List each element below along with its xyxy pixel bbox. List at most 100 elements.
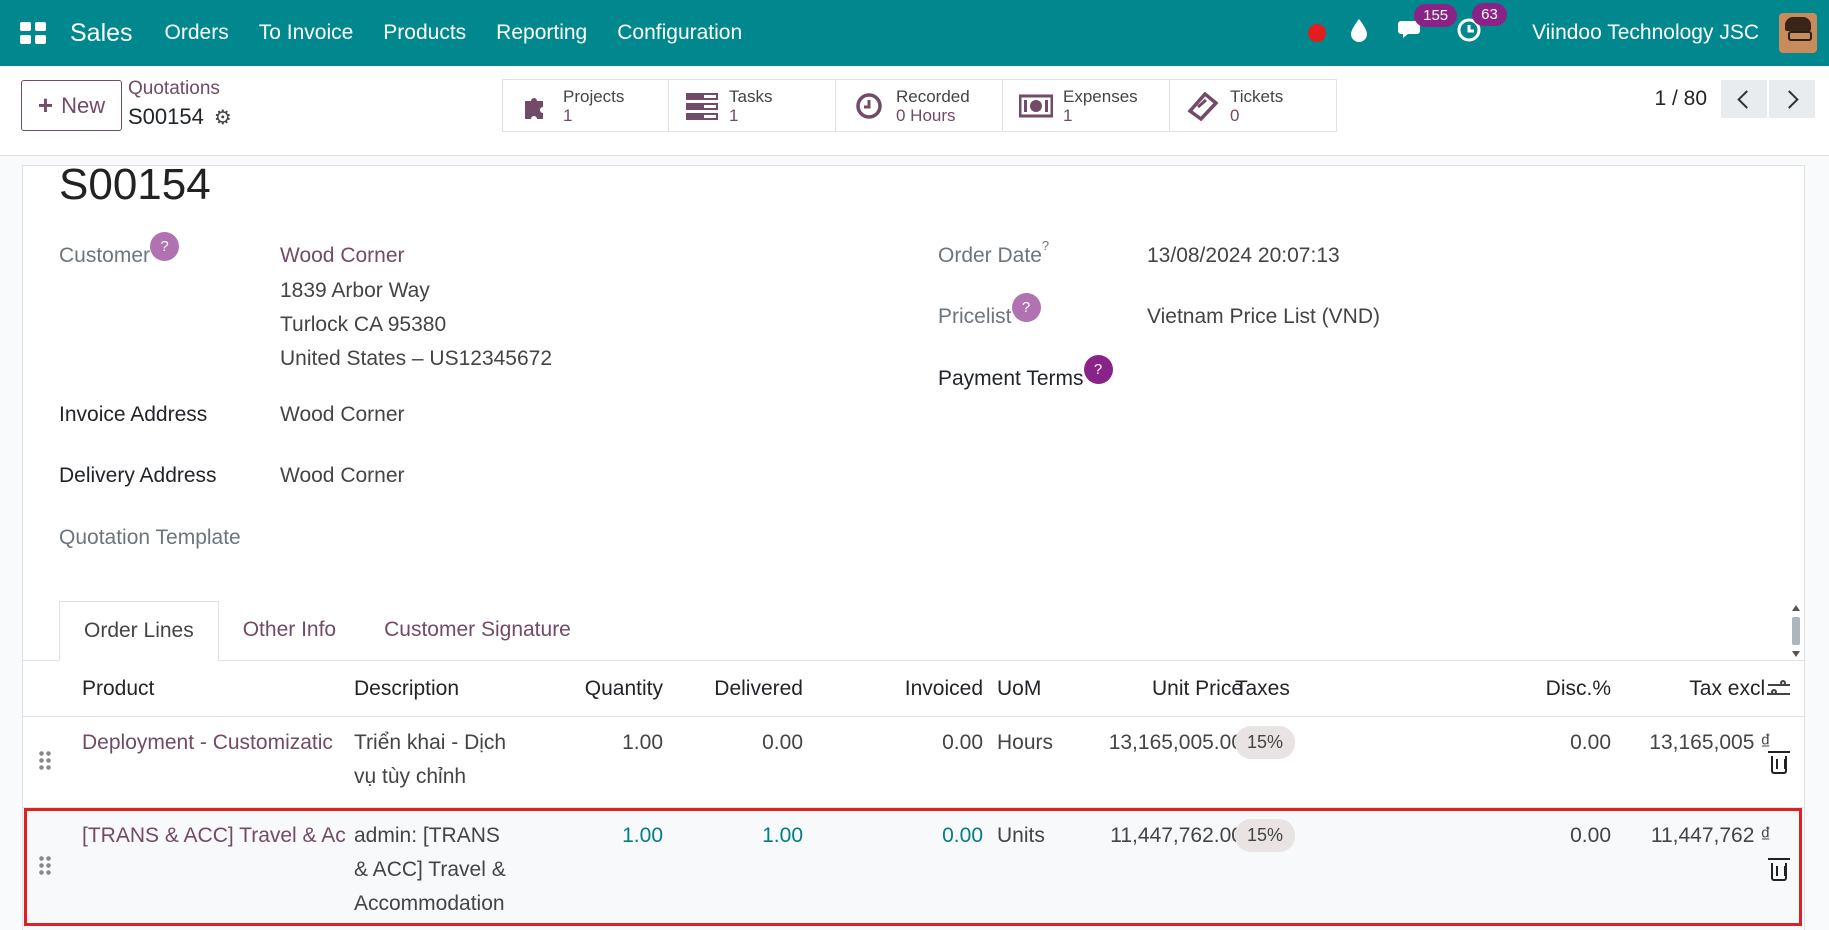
row-delivered[interactable]: 0.00 bbox=[762, 731, 803, 754]
row-discount[interactable]: 0.00 bbox=[1570, 824, 1611, 847]
menu-products[interactable]: Products bbox=[383, 21, 467, 44]
column-quantity[interactable]: Quantity bbox=[584, 677, 663, 700]
pricelist-label-text: Pricelist bbox=[938, 305, 1012, 328]
smart-button-recorded[interactable]: Recorded 0 Hours bbox=[836, 79, 1003, 132]
chevron-right-icon bbox=[1780, 89, 1799, 109]
record-dot-icon[interactable] bbox=[1308, 24, 1327, 42]
ticket-icon bbox=[1186, 91, 1220, 121]
smart-button-expenses[interactable]: Expenses 1 bbox=[1003, 79, 1170, 132]
apps-menu-icon[interactable] bbox=[20, 22, 46, 44]
pager-value[interactable]: 1 / 80 bbox=[1654, 87, 1707, 110]
help-icon[interactable]: ? bbox=[1011, 293, 1041, 322]
row-unit-price[interactable]: 13,165,005.00 bbox=[1108, 731, 1243, 754]
help-icon[interactable]: ? bbox=[150, 232, 180, 261]
column-uom[interactable]: UoM bbox=[997, 677, 1042, 700]
pager-previous-button[interactable] bbox=[1721, 80, 1767, 118]
column-tax-excl[interactable]: Tax excl. bbox=[1689, 677, 1771, 700]
breadcrumb: Quotations S00154 ⚙ bbox=[128, 78, 232, 130]
column-taxes[interactable]: Taxes bbox=[1235, 677, 1290, 700]
pricelist-label: Pricelist? bbox=[938, 293, 1041, 334]
smart-recorded-value: 0 Hours bbox=[896, 105, 956, 125]
chevron-left-icon bbox=[1737, 89, 1756, 109]
drag-handle-icon[interactable] bbox=[38, 855, 52, 877]
customer-field[interactable]: Wood Corner bbox=[280, 244, 405, 267]
row-uom[interactable]: Units bbox=[997, 824, 1045, 847]
messages-icon[interactable]: 155 bbox=[1398, 4, 1458, 48]
delivery-address-field[interactable]: Wood Corner bbox=[280, 464, 405, 487]
menu-configuration[interactable]: Configuration bbox=[617, 21, 743, 44]
row-uom[interactable]: Hours bbox=[997, 731, 1054, 754]
scrollbar[interactable] bbox=[1790, 603, 1802, 659]
column-description[interactable]: Description bbox=[354, 677, 460, 700]
column-invoiced[interactable]: Invoiced bbox=[904, 677, 983, 700]
row-description-line-3[interactable]: Accommodation bbox=[354, 892, 505, 915]
row-quantity[interactable]: 1.00 bbox=[622, 824, 663, 847]
navbar-systray: 155 63 Viindoo Technology JSC bbox=[1308, 0, 1829, 66]
user-avatar[interactable] bbox=[1779, 13, 1817, 53]
menu-to-invoice[interactable]: To Invoice bbox=[258, 21, 354, 44]
order-date-field[interactable]: 13/08/2024 20:07:13 bbox=[1147, 244, 1340, 267]
tab-other-info[interactable]: Other Info bbox=[242, 618, 337, 641]
smart-tickets-label: Tickets bbox=[1230, 86, 1284, 106]
tabs-divider bbox=[23, 660, 1804, 661]
order-date-help[interactable]: ? bbox=[1041, 238, 1050, 253]
clock-icon bbox=[852, 91, 886, 121]
delivery-address-label: Delivery Address bbox=[59, 464, 217, 487]
row-discount[interactable]: 0.00 bbox=[1570, 731, 1611, 754]
smart-projects-label: Projects bbox=[563, 86, 625, 106]
scroll-up-arrow-icon[interactable] bbox=[1792, 605, 1800, 611]
drag-handle-icon[interactable] bbox=[38, 750, 52, 772]
pager-next-button[interactable] bbox=[1769, 80, 1815, 118]
water-drop-icon[interactable] bbox=[1350, 18, 1368, 48]
row-description-line-2[interactable]: & ACC] Travel & bbox=[354, 858, 506, 881]
row-delivered[interactable]: 1.00 bbox=[762, 824, 803, 847]
row-description-line-2[interactable]: vụ tùy chỉnh bbox=[354, 765, 467, 788]
menu-orders[interactable]: Orders bbox=[164, 21, 229, 44]
row-quantity[interactable]: 1.00 bbox=[622, 731, 663, 754]
smart-button-tickets[interactable]: Tickets 0 bbox=[1170, 79, 1337, 132]
trash-icon[interactable] bbox=[1768, 858, 1790, 881]
activities-clock-icon[interactable]: 63 bbox=[1456, 3, 1507, 49]
company-switcher[interactable]: Viindoo Technology JSC bbox=[1532, 21, 1759, 44]
customer-label-text: Customer bbox=[59, 244, 151, 267]
scrollbar-thumb[interactable] bbox=[1792, 617, 1800, 645]
smart-buttons: Projects 1 Tasks 1 Recorded 0 Hours bbox=[502, 79, 1337, 132]
app-brand[interactable]: Sales bbox=[70, 18, 133, 47]
breadcrumb-parent-link[interactable]: Quotations bbox=[128, 78, 220, 99]
activities-badge: 63 bbox=[1472, 3, 1507, 26]
row-product[interactable]: Deployment - Customizatic bbox=[82, 731, 333, 754]
top-navbar: Sales Orders To Invoice Products Reporti… bbox=[0, 0, 1829, 66]
smart-button-projects[interactable]: Projects 1 bbox=[502, 79, 669, 132]
scroll-down-arrow-icon[interactable] bbox=[1792, 651, 1800, 657]
row-description-line-1[interactable]: admin: [TRANS bbox=[354, 824, 500, 847]
control-panel: + New Quotations S00154 ⚙ Projects 1 Tas… bbox=[0, 66, 1829, 156]
menu-reporting[interactable]: Reporting bbox=[496, 21, 588, 44]
optional-columns-settings-icon[interactable] bbox=[1768, 680, 1790, 698]
breadcrumb-current-label: S00154 bbox=[128, 104, 204, 129]
tab-customer-signature[interactable]: Customer Signature bbox=[384, 618, 571, 641]
row-tax-badge[interactable]: 15% bbox=[1235, 819, 1296, 852]
row-product[interactable]: [TRANS & ACC] Travel & Ac bbox=[82, 824, 346, 847]
new-button[interactable]: + New bbox=[21, 80, 122, 131]
gear-icon[interactable]: ⚙ bbox=[213, 106, 232, 129]
row-description-line-1[interactable]: Triển khai - Dịch bbox=[354, 731, 507, 754]
pricelist-field[interactable]: Vietnam Price List (VND) bbox=[1147, 305, 1381, 328]
invoice-address-field[interactable]: Wood Corner bbox=[280, 403, 405, 426]
trash-icon[interactable] bbox=[1768, 751, 1790, 774]
help-icon[interactable]: ? bbox=[1083, 355, 1113, 384]
column-unit-price[interactable]: Unit Price bbox=[1151, 677, 1243, 700]
notebook-tabs: Order Lines Other Info Customer Signatur… bbox=[59, 601, 595, 661]
customer-address-line-3: United States – US12345672 bbox=[280, 347, 553, 370]
table-row[interactable]: Deployment - Customizatic Triển khai - D… bbox=[23, 718, 1804, 808]
column-discount[interactable]: Disc.% bbox=[1545, 677, 1611, 700]
money-icon bbox=[1019, 91, 1053, 121]
record-pager: 1 / 80 bbox=[1654, 80, 1815, 118]
column-delivered[interactable]: Delivered bbox=[714, 677, 803, 700]
smart-button-tasks[interactable]: Tasks 1 bbox=[669, 79, 836, 132]
table-row[interactable]: [TRANS & ACC] Travel & Ac admin: [TRANS … bbox=[23, 809, 1804, 930]
row-invoiced: 0.00 bbox=[942, 824, 983, 847]
row-tax-badge[interactable]: 15% bbox=[1235, 726, 1296, 759]
column-product[interactable]: Product bbox=[82, 677, 155, 700]
row-unit-price[interactable]: 11,447,762.00 bbox=[1110, 824, 1243, 847]
tab-order-lines[interactable]: Order Lines bbox=[59, 601, 219, 661]
